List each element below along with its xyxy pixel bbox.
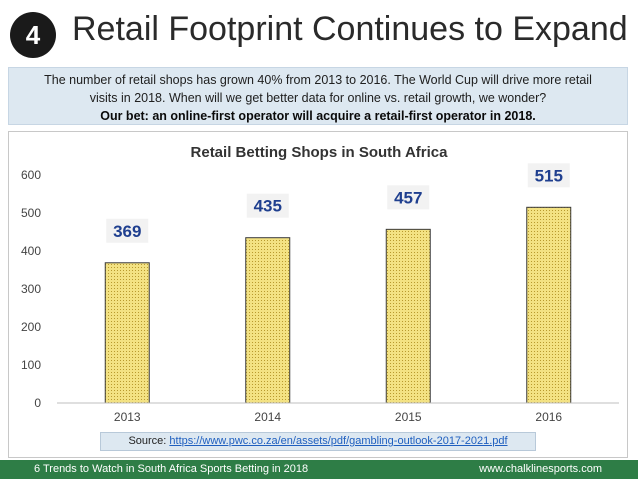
x-tick-label: 2016: [535, 410, 562, 424]
intro-line-1: The number of retail shops has grown 40%…: [44, 73, 592, 87]
y-tick-label: 300: [21, 282, 41, 296]
data-label-2013: 369: [113, 222, 141, 241]
data-label-2016: 515: [535, 166, 563, 185]
data-label-2014: 435: [254, 197, 282, 216]
y-tick-label: 100: [21, 358, 41, 372]
page-title: Retail Footprint Continues to Expand: [72, 10, 628, 48]
chart-svg: Retail Betting Shops in South Africa 0 10…: [21, 144, 619, 424]
bar-2016: [526, 206, 572, 404]
y-tick-label: 500: [21, 206, 41, 220]
x-tick-label: 2013: [114, 410, 141, 424]
y-tick-label: 400: [21, 244, 41, 258]
source-label: Source:: [128, 435, 170, 447]
data-label-box: [106, 218, 149, 243]
source-note: Source: https://www.pwc.co.za/en/assets/…: [100, 432, 536, 451]
intro-bet-line: Our bet: an online-first operator will a…: [100, 109, 536, 123]
y-tick-label: 600: [21, 168, 41, 182]
data-label-2015: 457: [394, 188, 422, 207]
bar-chart: Retail Betting Shops in South Africa 0 10…: [8, 131, 628, 458]
y-tick-label: 200: [21, 320, 41, 334]
x-tick-label: 2014: [254, 410, 281, 424]
data-label-box: [246, 193, 289, 218]
bar-2014: [245, 237, 291, 404]
y-tick-label: 0: [34, 396, 41, 410]
bar-2013: [104, 262, 150, 404]
data-label-box: [387, 185, 430, 210]
footer-website[interactable]: www.chalklinesports.com: [479, 463, 602, 475]
footer-deck-title: 6 Trends to Watch in South Africa Sports…: [34, 463, 309, 475]
x-tick-label: 2015: [395, 410, 422, 424]
intro-line-2: visits in 2018. When will we get better …: [89, 91, 547, 105]
footer-bar: 6 Trends to Watch in South Africa Sports…: [0, 460, 638, 479]
chart-title: Retail Betting Shops in South Africa: [191, 144, 449, 161]
slide-number-badge: 4: [10, 12, 56, 58]
bar-2015: [385, 228, 431, 404]
source-link[interactable]: https://www.pwc.co.za/en/assets/pdf/gamb…: [169, 435, 508, 447]
data-label-box: [527, 163, 570, 188]
intro-callout: The number of retail shops has grown 40%…: [8, 67, 628, 125]
